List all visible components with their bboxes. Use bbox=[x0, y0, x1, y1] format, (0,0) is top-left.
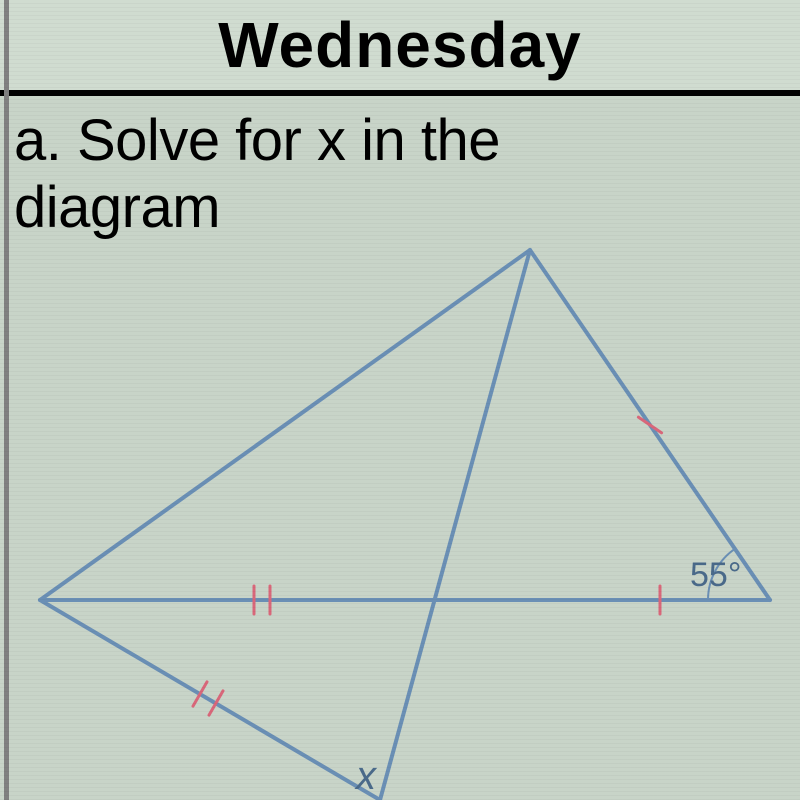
angle-55-label: 55° bbox=[690, 556, 741, 595]
problem-line-2: diagram bbox=[14, 175, 220, 240]
diagram: 55° x bbox=[0, 240, 800, 800]
problem-line-1: a. Solve for x in the bbox=[14, 108, 500, 173]
problem-text: a. Solve for x in the diagram bbox=[14, 108, 780, 241]
header-title: Wednesday bbox=[218, 8, 582, 82]
header-row: Wednesday bbox=[0, 0, 800, 96]
diagram-svg bbox=[0, 240, 800, 800]
x-label: x bbox=[356, 754, 376, 799]
